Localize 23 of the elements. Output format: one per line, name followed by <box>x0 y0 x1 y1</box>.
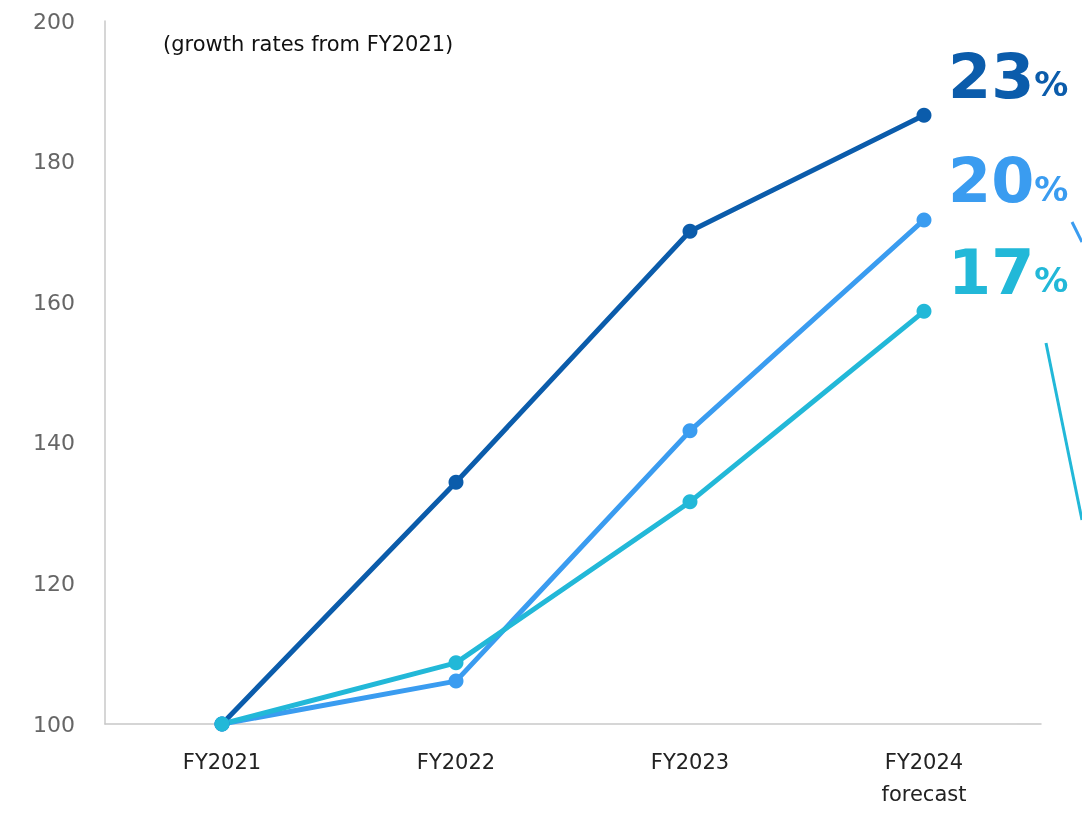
y-tick-label: 180 <box>33 149 75 175</box>
y-tick-label: 200 <box>33 8 75 34</box>
y-tick-label: 140 <box>33 430 75 456</box>
annotation: 23% <box>948 39 1069 113</box>
point <box>682 423 698 439</box>
y-tick-label: 120 <box>33 570 75 596</box>
point <box>682 223 698 239</box>
point <box>916 212 932 228</box>
x-tick-label: FY2021 <box>182 750 262 774</box>
annotation: 20% <box>948 144 1069 218</box>
x-tick-label: FY2022 <box>416 750 496 774</box>
point <box>448 673 464 689</box>
point <box>448 655 464 671</box>
point <box>916 303 932 319</box>
annotation: 17% <box>948 235 1069 309</box>
y-tick-label: 100 <box>33 711 75 737</box>
point <box>916 107 932 123</box>
x-tick-label: FY2024 forecast <box>881 750 967 806</box>
y-tick-label: 160 <box>33 289 75 315</box>
point <box>682 494 698 510</box>
x-tick-label: FY2023 <box>650 750 730 774</box>
annotation: (growth rates from FY2021) <box>163 31 454 56</box>
point <box>448 474 464 490</box>
